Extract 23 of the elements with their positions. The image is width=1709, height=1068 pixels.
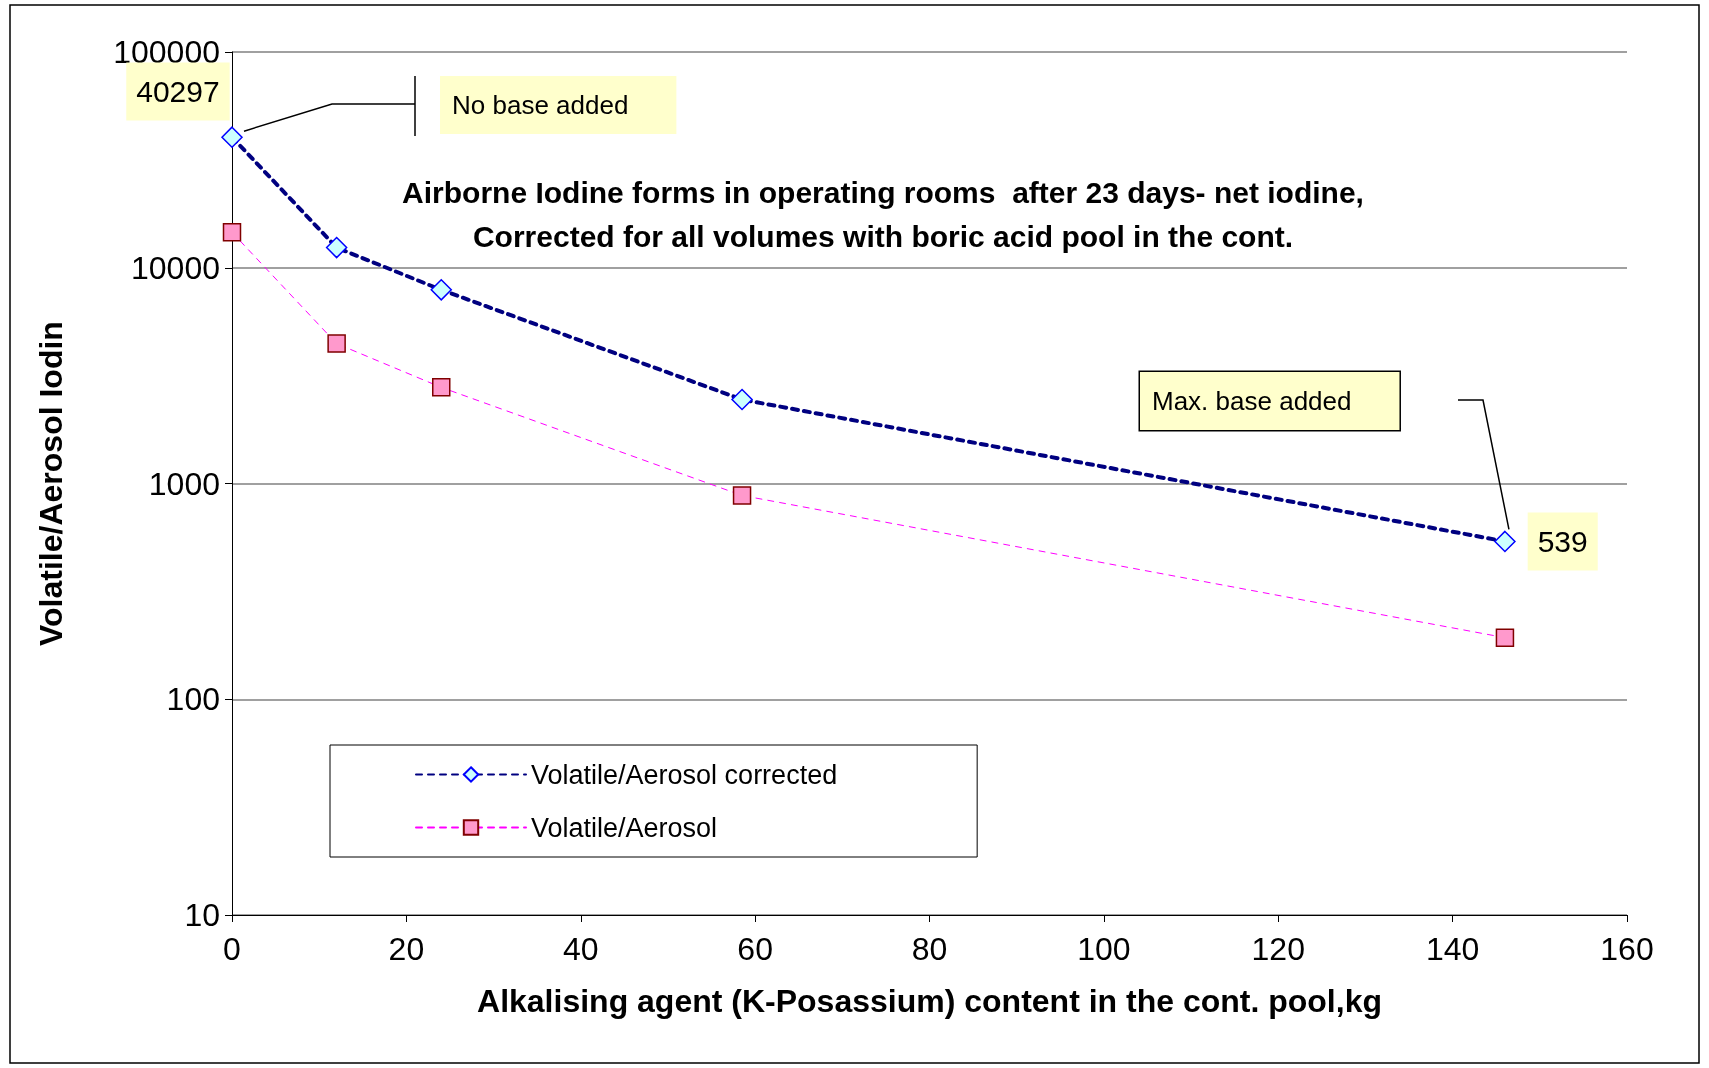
x-tick-label: 160 (1600, 931, 1654, 967)
y-tick-label: 1000 (148, 465, 220, 502)
legend-label: Volatile/Aerosol corrected (531, 759, 838, 790)
legend-label: Volatile/Aerosol (531, 812, 718, 843)
x-tick-label: 60 (737, 931, 773, 967)
annotation: No base added (452, 90, 629, 120)
x-tick-label: 20 (388, 931, 425, 967)
y-tick-label: 100000 (113, 34, 220, 70)
data-label: 40297 (136, 74, 220, 108)
x-tick-label: 120 (1251, 931, 1305, 967)
y-tick-label: 10000 (131, 249, 220, 286)
x-tick-label: 140 (1425, 931, 1480, 967)
y-axis-title: Volatile/Aerosol Iodin (33, 321, 69, 646)
data-label: 539 (1537, 524, 1588, 558)
y-tick-label: 10 (184, 897, 220, 933)
x-tick-label: 40 (562, 931, 599, 967)
y-tick-label: 100 (166, 681, 220, 718)
x-axis-title: Alkalising agent (K-Posassium) content in the cont. pool,kg (477, 983, 1382, 1019)
x-tick-label: 100 (1077, 931, 1131, 967)
x-tick-label: 80 (911, 931, 948, 967)
annotation: Max. base added (1152, 386, 1352, 416)
text: Airborne Iodine forms in operating rooms after 23 days- net iodine, Corrected for all volumes with boric acid pool in the cont. (402, 175, 1364, 253)
x-tick-label: 0 (223, 931, 241, 967)
